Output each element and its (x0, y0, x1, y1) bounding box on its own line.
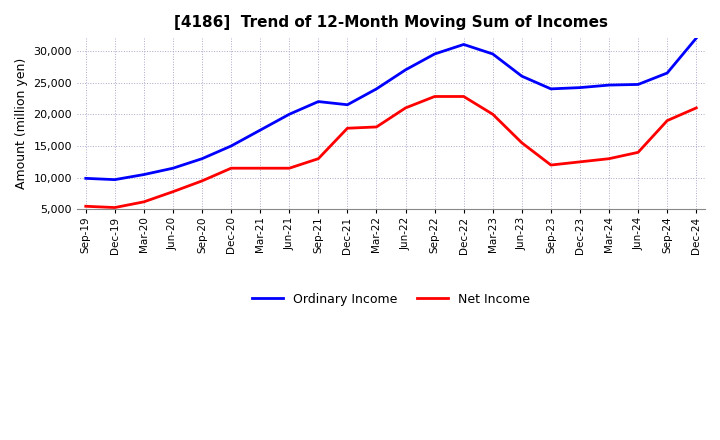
Ordinary Income (518, 73, 526, 79)
Ordinary Income (546, 86, 555, 92)
Ordinary Income (140, 172, 148, 177)
Net Income (198, 178, 207, 183)
Y-axis label: Amount (million yen): Amount (million yen) (15, 58, 28, 189)
Net Income (431, 94, 439, 99)
Ordinary Income (634, 82, 642, 87)
Ordinary Income (168, 165, 177, 171)
Ordinary Income (81, 176, 90, 181)
Line: Net Income: Net Income (86, 96, 696, 208)
Ordinary Income (663, 70, 672, 76)
Ordinary Income (459, 42, 468, 47)
Net Income (692, 105, 701, 110)
Ordinary Income (285, 112, 294, 117)
Net Income (488, 112, 497, 117)
Net Income (140, 199, 148, 205)
Net Income (576, 159, 585, 165)
Net Income (634, 150, 642, 155)
Net Income (110, 205, 119, 210)
Ordinary Income (110, 177, 119, 182)
Net Income (227, 165, 235, 171)
Net Income (314, 156, 323, 161)
Ordinary Income (431, 51, 439, 57)
Ordinary Income (256, 128, 264, 133)
Ordinary Income (227, 143, 235, 149)
Net Income (546, 162, 555, 168)
Ordinary Income (605, 82, 613, 88)
Net Income (605, 156, 613, 161)
Net Income (81, 204, 90, 209)
Ordinary Income (372, 86, 381, 92)
Net Income (663, 118, 672, 123)
Ordinary Income (401, 67, 410, 73)
Net Income (285, 165, 294, 171)
Ordinary Income (576, 85, 585, 90)
Ordinary Income (488, 51, 497, 57)
Net Income (372, 125, 381, 130)
Net Income (401, 105, 410, 110)
Ordinary Income (314, 99, 323, 104)
Line: Ordinary Income: Ordinary Income (86, 38, 696, 180)
Title: [4186]  Trend of 12-Month Moving Sum of Incomes: [4186] Trend of 12-Month Moving Sum of I… (174, 15, 608, 30)
Net Income (343, 125, 352, 131)
Legend: Ordinary Income, Net Income: Ordinary Income, Net Income (247, 288, 535, 311)
Ordinary Income (343, 102, 352, 107)
Ordinary Income (692, 36, 701, 41)
Net Income (518, 140, 526, 146)
Net Income (459, 94, 468, 99)
Ordinary Income (198, 156, 207, 161)
Net Income (168, 189, 177, 194)
Net Income (256, 165, 264, 171)
